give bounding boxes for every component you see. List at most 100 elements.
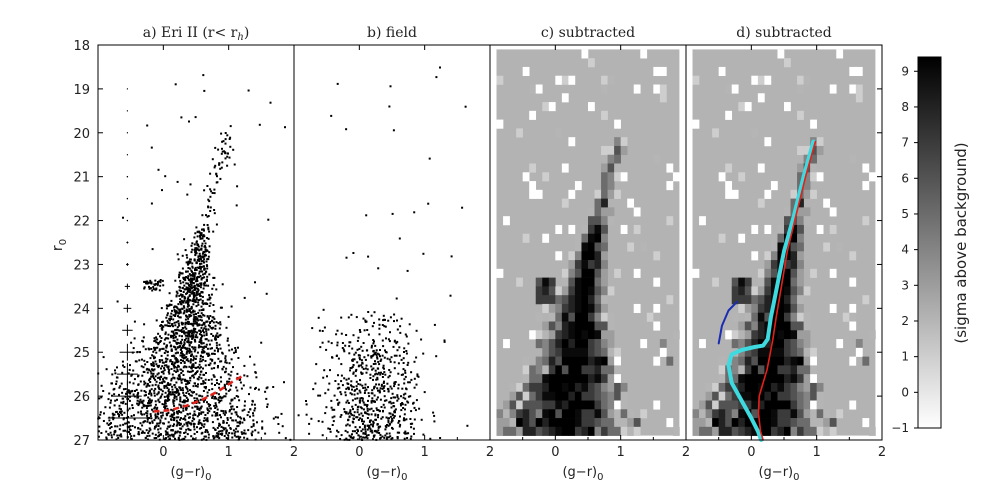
- star-point: [205, 330, 208, 333]
- field-star-point: [400, 409, 403, 412]
- field-star-point: [371, 425, 374, 428]
- field-star-point: [321, 330, 324, 332]
- star-point: [199, 357, 202, 360]
- star-point: [203, 435, 206, 438]
- star-point: [198, 407, 201, 410]
- hess-cell: [836, 242, 844, 252]
- star-point: [164, 405, 167, 408]
- hess-cell: [555, 224, 563, 235]
- hess-cell: [803, 356, 811, 366]
- star-point: [206, 431, 209, 434]
- star-point: [231, 398, 234, 401]
- star-point: [204, 272, 207, 275]
- star-point: [211, 352, 213, 355]
- star-point: [160, 395, 163, 398]
- star-point: [170, 433, 173, 436]
- field-star-point: [372, 363, 375, 365]
- star-point: [171, 409, 174, 412]
- field-star-point: [381, 387, 384, 390]
- star-point: [199, 265, 202, 268]
- star-point: [176, 351, 179, 354]
- field-star-point: [384, 325, 387, 328]
- star-point: [128, 399, 131, 402]
- field-star-point: [443, 339, 446, 342]
- star-point: [165, 364, 168, 367]
- star-point: [165, 377, 168, 380]
- star-point: [182, 418, 185, 420]
- star-point: [213, 317, 216, 320]
- y-tick-label: 22: [73, 215, 90, 230]
- hess-cell: [548, 347, 556, 357]
- star-point: [114, 369, 116, 372]
- field-star-point: [376, 357, 379, 360]
- hess-cell: [692, 268, 700, 278]
- star-point: [185, 286, 188, 289]
- star-point: [217, 148, 220, 151]
- star-point: [193, 286, 196, 289]
- hess-cell: [757, 374, 765, 384]
- star-point: [147, 402, 150, 404]
- field-star-point: [373, 340, 375, 343]
- star-point: [178, 271, 181, 274]
- star-point: [203, 322, 206, 325]
- star-point: [147, 400, 150, 402]
- hess-cell: [509, 400, 517, 410]
- star-point: [152, 362, 155, 365]
- field-star-point: [373, 321, 375, 324]
- hess-cell: [555, 356, 563, 366]
- hess-cell: [810, 409, 817, 419]
- star-point: [244, 400, 246, 403]
- star-point: [235, 386, 238, 389]
- hess-cell: [803, 374, 811, 384]
- hess-cell: [509, 426, 517, 436]
- hess-cell: [770, 382, 778, 393]
- star-point: [215, 392, 218, 395]
- star-point: [252, 423, 255, 426]
- field-star-point: [397, 397, 400, 400]
- field-star-point: [378, 432, 381, 434]
- star-point: [137, 427, 140, 430]
- hess-cell: [797, 75, 804, 85]
- star-point: [246, 375, 249, 378]
- field-star-point: [344, 429, 347, 432]
- hess-cell: [849, 154, 857, 164]
- hess-cell: [574, 374, 582, 384]
- star-point: [211, 396, 214, 399]
- star-point: [191, 337, 194, 340]
- hess-cell: [738, 356, 746, 366]
- hess-cell: [555, 382, 563, 393]
- star-point: [148, 379, 151, 382]
- star-point: [108, 392, 111, 395]
- star-point: [157, 428, 160, 431]
- hess-cell: [738, 102, 746, 112]
- star-point: [138, 433, 141, 436]
- star-point: [118, 407, 121, 410]
- star-point: [118, 415, 120, 418]
- field-star-point: [319, 346, 322, 349]
- star-point: [198, 267, 200, 269]
- field-star-point: [383, 399, 386, 402]
- hess-cell: [594, 356, 602, 366]
- star-point: [201, 301, 204, 304]
- hess-cell: [699, 418, 706, 428]
- star-point: [200, 370, 202, 373]
- field-star-point: [345, 256, 348, 259]
- hess-cell: [614, 418, 621, 428]
- star-point: [207, 284, 210, 287]
- field-star-point: [347, 377, 350, 380]
- hess-cell: [849, 400, 857, 410]
- star-point: [179, 340, 182, 343]
- star-point: [183, 284, 186, 287]
- star-point: [128, 426, 131, 429]
- hess-cell: [777, 426, 785, 436]
- field-star-point: [360, 438, 363, 441]
- field-star-point: [364, 383, 367, 386]
- hess-cell: [784, 102, 791, 112]
- hess-cell: [823, 409, 831, 419]
- star-point: [122, 418, 125, 421]
- hess-cell: [601, 224, 608, 235]
- star-point: [110, 434, 113, 437]
- hess-cell: [548, 102, 556, 112]
- star-point: [170, 368, 173, 370]
- hess-cell: [601, 260, 608, 270]
